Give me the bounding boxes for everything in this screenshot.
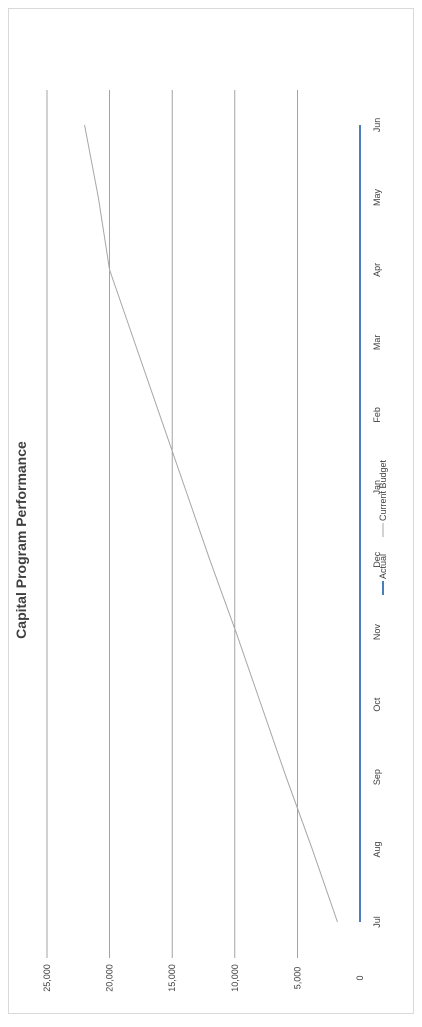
x-tick-label: Nov [372, 624, 382, 641]
y-tick-label: 20,000 [105, 964, 115, 992]
x-tick-label: Mar [372, 335, 382, 351]
x-tick-label: Jan [372, 480, 382, 495]
x-tick-label: Oct [372, 697, 382, 712]
x-tick-label: Jul [372, 916, 382, 928]
x-tick-label: Sep [372, 769, 382, 785]
x-tick-label: May [372, 188, 382, 206]
legend: Actual Current Budget [378, 459, 388, 595]
legend-label-actual: Actual [378, 554, 388, 579]
y-tick-label: 5,000 [292, 967, 302, 990]
chart-frame [8, 8, 414, 1014]
x-tick-labels: Jul Aug Sep Oct Nov Dec Jan Feb Mar Apr May Jun [372, 118, 382, 928]
chart-title: Capital Program Performance [13, 441, 29, 639]
x-tick-label: Dec [372, 551, 382, 568]
y-tick-label: 15,000 [167, 964, 177, 992]
series-line-current-budget [84, 124, 338, 923]
x-tick-label: Jun [372, 118, 382, 133]
gridlines [46, 90, 298, 958]
legend-label-current-budget: Current Budget [378, 459, 388, 521]
y-tick-label: 0 [355, 975, 365, 980]
x-tick-label: Feb [372, 407, 382, 423]
x-tick-label: Aug [372, 842, 382, 858]
y-tick-label: 10,000 [230, 964, 240, 992]
series-lines [84, 124, 361, 923]
x-tick-label: Apr [372, 263, 382, 277]
y-tick-label: 25,000 [42, 964, 52, 992]
y-tick-labels: 0 5,000 10,000 15,000 20,000 25,000 [42, 964, 365, 992]
